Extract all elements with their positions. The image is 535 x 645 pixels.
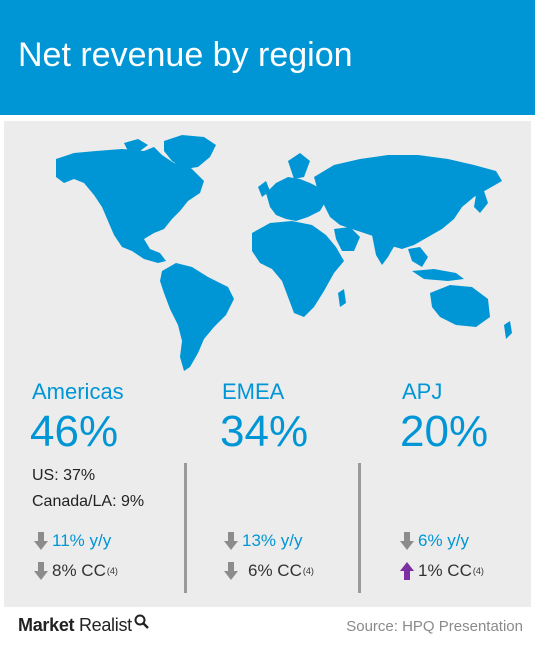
up-arrow-icon: [400, 562, 414, 580]
down-arrow-icon: [224, 562, 238, 580]
americas-cc: 8% CC (4): [34, 561, 118, 581]
map-madagascar: [338, 289, 346, 307]
emea-cc-value: 6% CC: [248, 561, 302, 580]
apj-cc-value: 1% CC: [418, 561, 472, 580]
brand-light: Realist: [78, 615, 132, 635]
map-uk: [258, 181, 270, 197]
americas-cc-value: 8% CC: [52, 561, 106, 580]
apj-yoy-value: 6% y/y: [418, 531, 470, 550]
map-japan: [474, 191, 488, 213]
down-arrow-icon: [224, 532, 238, 550]
americas-yoy-value: 11% y/y: [52, 531, 112, 550]
map-greenland: [164, 135, 216, 169]
americas-detail-us: US: 37%: [32, 467, 96, 484]
magnifier-icon: [134, 614, 149, 629]
map-asia: [314, 155, 502, 249]
map-southeast-asia: [408, 247, 428, 267]
column-divider: [184, 463, 187, 593]
map-india: [372, 233, 396, 265]
map-africa: [252, 221, 344, 317]
map-south-america: [160, 263, 234, 371]
map-canada-islands: [124, 139, 148, 151]
region-name-apj: APJ: [402, 379, 443, 404]
map-scandinavia: [288, 153, 310, 179]
map-new-zealand: [504, 321, 512, 339]
market-realist-logo: Market Realist: [18, 614, 150, 636]
apj-cc-footnote: (4): [472, 566, 484, 576]
emea-yoy: 13% y/y: [224, 531, 302, 551]
map-indonesia: [412, 269, 464, 281]
apj-yoy: 6% y/y: [400, 531, 469, 551]
emea-cc: 6% CC (4): [224, 561, 314, 581]
map-north-america: [56, 147, 204, 263]
region-name-emea: EMEA: [222, 379, 285, 404]
americas-detail-canada-la: Canada/LA: 9%: [32, 493, 145, 510]
region-share-apj: 20%: [400, 407, 489, 456]
emea-yoy-value: 13% y/y: [242, 531, 303, 550]
map-australia: [430, 285, 490, 327]
world-map: [56, 135, 512, 371]
page-title: Net revenue by region: [18, 36, 353, 74]
emea-cc-footnote: (4): [302, 566, 314, 576]
brand-bold: Market: [18, 615, 75, 635]
map-europe: [266, 177, 326, 221]
region-name-americas: Americas: [32, 379, 124, 404]
title-banner: Net revenue by region: [0, 0, 535, 115]
column-divider: [358, 463, 361, 593]
down-arrow-icon: [400, 532, 414, 550]
americas-cc-footnote: (4): [106, 566, 118, 576]
down-arrow-icon: [34, 532, 48, 550]
region-share-emea: 34%: [220, 407, 309, 456]
apj-cc: 1% CC (4): [400, 561, 484, 581]
source-note: Source: HPQ Presentation: [346, 618, 523, 635]
americas-yoy: 11% y/y: [34, 531, 111, 551]
down-arrow-icon: [34, 562, 48, 580]
map-arabia: [334, 227, 360, 251]
region-share-americas: 46%: [30, 407, 119, 456]
region-panel: Americas 46% US: 37% Canada/LA: 9% 11% y…: [4, 121, 531, 607]
